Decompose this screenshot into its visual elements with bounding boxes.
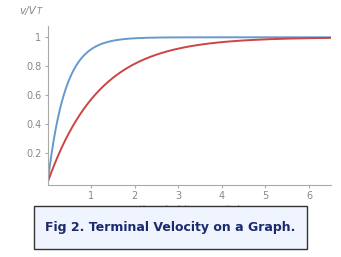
Text: Fig 2. Terminal Velocity on a Graph.: Fig 2. Terminal Velocity on a Graph. <box>45 221 296 234</box>
FancyBboxPatch shape <box>34 206 307 249</box>
Text: T: T <box>36 7 42 16</box>
X-axis label: time (arbitrary units): time (arbitrary units) <box>138 205 240 215</box>
Text: v/V: v/V <box>19 6 36 16</box>
